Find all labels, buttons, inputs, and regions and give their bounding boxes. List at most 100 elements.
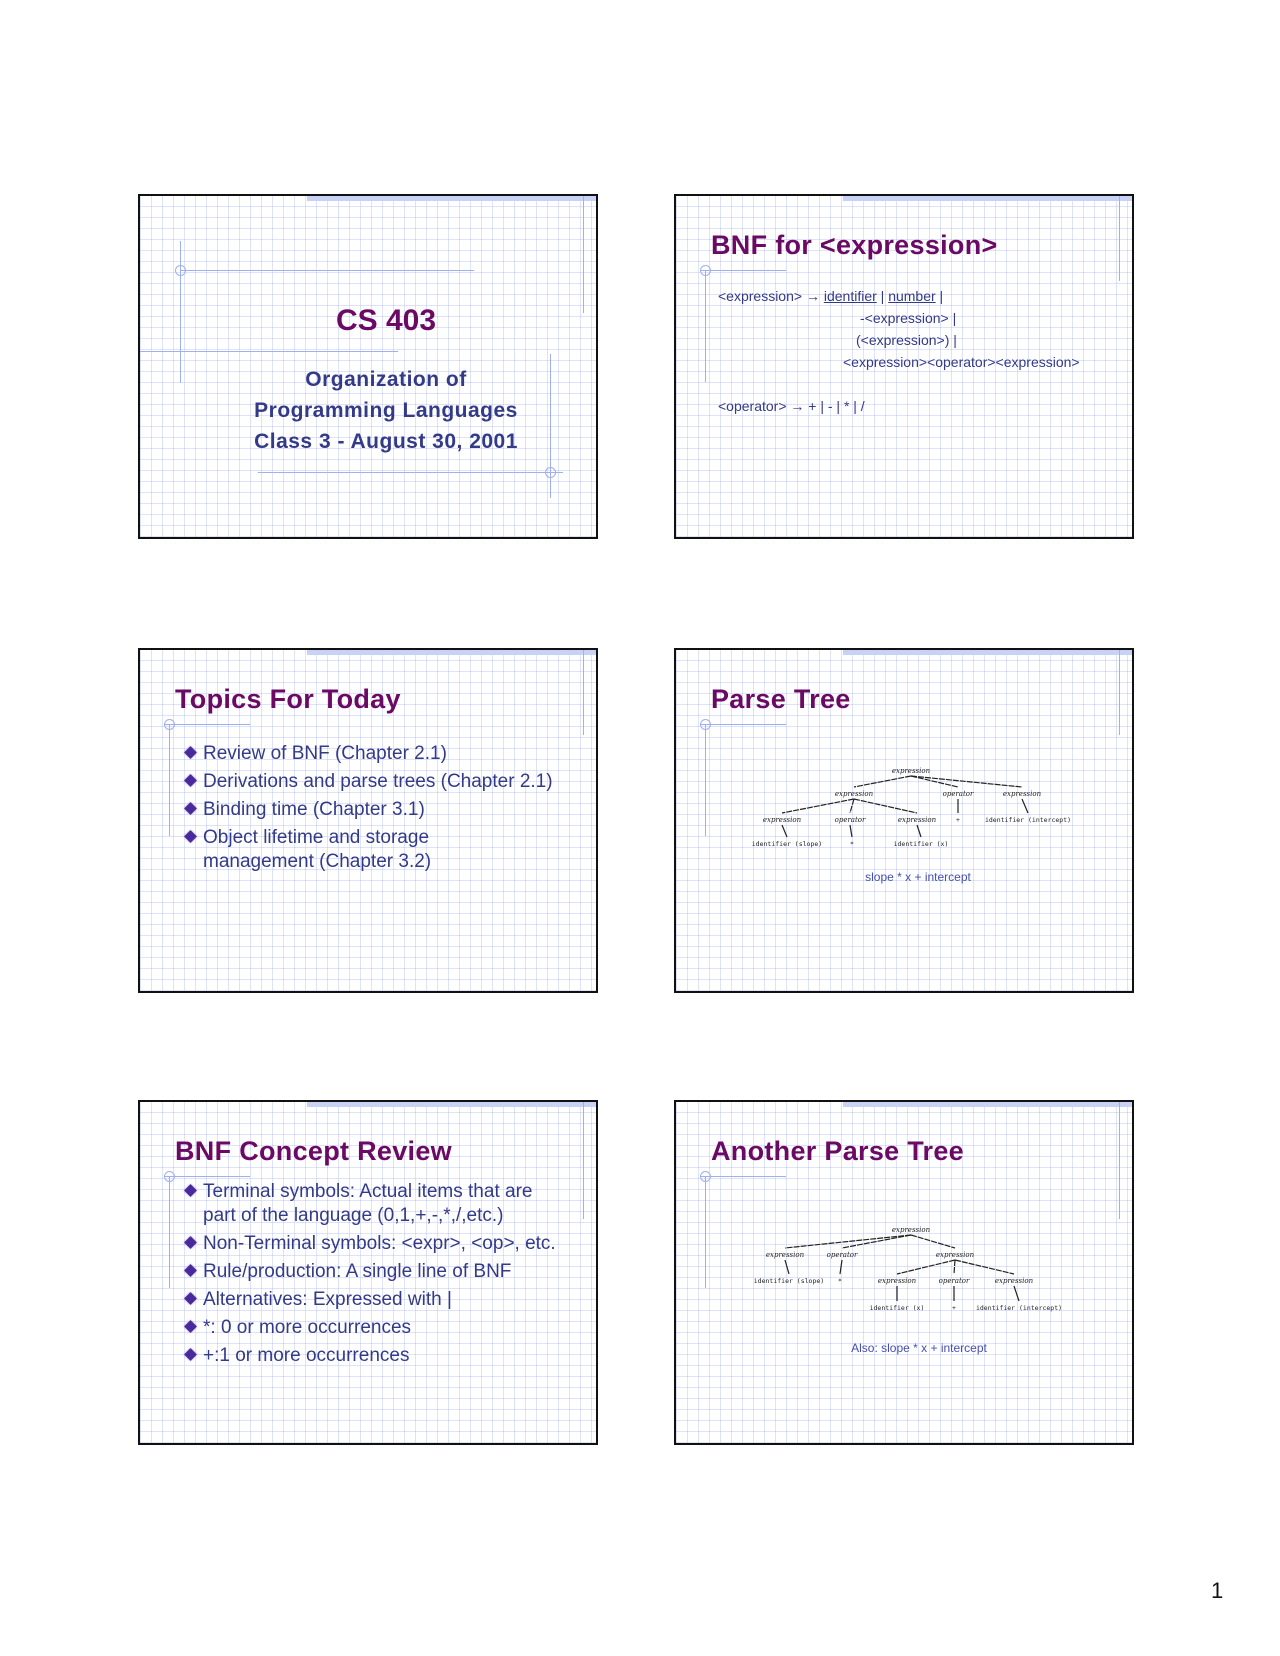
diamond-bullet-icon [184, 1348, 197, 1361]
subtitle-line: Organization of [305, 368, 467, 391]
bullet-item: Rule/production: A single line of BNF [184, 1260, 569, 1284]
diamond-bullet-icon [184, 746, 197, 759]
diamond-bullet-icon [184, 1264, 197, 1277]
bnf-rule-line: <expression> → identifier | number | [718, 288, 943, 304]
bullet-item: Object lifetime and storage management (… [184, 826, 463, 874]
tree-edge [896, 1259, 956, 1275]
bullet-item: Alternatives: Expressed with | [184, 1288, 569, 1312]
tree-terminal: + [952, 1304, 956, 1312]
decor-line [705, 724, 706, 836]
subtitle-line: Programming Languages [254, 399, 518, 422]
slide-bnf-expression: BNF for <expression> <expression> → iden… [674, 194, 1134, 539]
decor-line [705, 270, 706, 382]
decor-bar [843, 196, 1132, 201]
tree-terminal: * [838, 1277, 842, 1285]
tree-node: expression [898, 816, 937, 824]
tree-node: expression [835, 790, 874, 798]
tree-terminal: * [850, 840, 854, 848]
tree-node: expression [763, 816, 802, 824]
arrow: → [805, 288, 820, 304]
decor-line [1119, 650, 1120, 735]
bullet-text: Object lifetime and storage management (… [203, 827, 432, 872]
separator: | [880, 288, 885, 304]
decor-ring [175, 265, 186, 276]
tree-edge [916, 824, 922, 838]
decor-ring [545, 467, 556, 478]
tree-edge [849, 824, 853, 838]
tree-terminal: identifier (x) [870, 1304, 925, 1312]
diamond-bullet-icon [184, 1184, 197, 1197]
decor-line [701, 270, 786, 271]
diamond-bullet-icon [184, 1292, 197, 1305]
decor-line [705, 1176, 706, 1288]
tree-node: expression [892, 1226, 931, 1234]
tree-edge [781, 798, 855, 814]
diamond-bullet-icon [184, 1236, 197, 1249]
slide-topics: Topics For Today Review of BNF (Chapter … [138, 648, 598, 993]
bnf-lhs: <expression> [718, 288, 803, 304]
decor-line [140, 351, 398, 352]
tree-edge [953, 1259, 956, 1275]
tree-node: expression [892, 767, 931, 775]
separator: | [939, 288, 944, 304]
decor-line [1119, 1102, 1120, 1219]
decor-ring [700, 1171, 711, 1182]
tree-edge [784, 1234, 912, 1249]
tree-node: operator [835, 816, 866, 824]
tree-node: expression [1003, 790, 1042, 798]
decor-line [1119, 196, 1120, 281]
subtitle: Organization of Programming Languages Cl… [140, 364, 596, 457]
slide-title-text: BNF Concept Review [175, 1136, 452, 1166]
bullet-text: +:1 or more occurrences [203, 1345, 410, 1366]
decor-line [583, 196, 584, 313]
decor-line [165, 1176, 250, 1177]
decor-bar [843, 1102, 1132, 1107]
bullet-text: Binding time (Chapter 3.1) [203, 799, 425, 820]
tree-terminal: identifier (slope) [754, 1277, 824, 1285]
bullet-item: +:1 or more occurrences [184, 1344, 569, 1368]
bullet-item: Binding time (Chapter 3.1) [184, 798, 564, 822]
page-number: 1 [1211, 1578, 1224, 1603]
decor-line [583, 1102, 584, 1219]
decor-bar [307, 196, 596, 201]
decor-line [169, 1176, 170, 1288]
tree-edge [853, 798, 918, 814]
tree-terminal: identifier (x) [894, 840, 949, 848]
decor-line [169, 724, 170, 836]
bullet-text: Rule/production: A single line of BNF [203, 1261, 512, 1282]
parse-tree-diagram: expression expression operator expression ex… [752, 767, 1071, 848]
parse-tree-diagram: expression expression operator expression id… [754, 1226, 1062, 1312]
decor-line [180, 241, 181, 383]
bnf-alt: (<expression>) | [856, 332, 957, 348]
subtitle-line: Class 3 - August 30, 2001 [254, 430, 518, 453]
tree-edge [910, 1234, 956, 1249]
tree-caption: slope * x + intercept [865, 870, 971, 884]
bullet-list: Review of BNF (Chapter 2.1) Derivations … [184, 742, 564, 878]
slide-title-text: Topics For Today [175, 684, 401, 714]
bullet-text: Review of BNF (Chapter 2.1) [203, 743, 447, 764]
tree-node: expression [766, 1251, 805, 1259]
decor-ring [164, 719, 175, 730]
diamond-bullet-icon [184, 774, 197, 787]
slide-title: CS 403 Organization of Programming Langu… [138, 194, 598, 539]
slide-title-text: Another Parse Tree [711, 1136, 965, 1166]
slide-title-text: Parse Tree [711, 684, 851, 714]
diamond-bullet-icon [184, 830, 197, 843]
decor-ring [700, 265, 711, 276]
bullet-text: Derivations and parse trees (Chapter 2.1… [203, 771, 553, 792]
decor-ring [164, 1171, 175, 1182]
bullet-text: Non-Terminal symbols: <expr>, <op>, etc. [203, 1233, 556, 1254]
decor-bar [307, 1102, 596, 1107]
slide-title-text: BNF for <expression> [711, 230, 998, 260]
tree-edge [849, 798, 855, 814]
tree-node: operator [827, 1251, 858, 1259]
tree-terminal: + [956, 816, 960, 824]
tree-edge [1013, 1285, 1020, 1302]
diamond-bullet-icon [184, 1320, 197, 1333]
tree-terminal: identifier (intercept) [985, 816, 1071, 824]
tree-node: expression [936, 1251, 975, 1259]
bullet-text: Alternatives: Expressed with | [203, 1289, 452, 1310]
bullet-item: *: 0 or more occurrences [184, 1316, 569, 1340]
tree-node: expression [878, 1277, 917, 1285]
tree-edge [1021, 798, 1029, 814]
